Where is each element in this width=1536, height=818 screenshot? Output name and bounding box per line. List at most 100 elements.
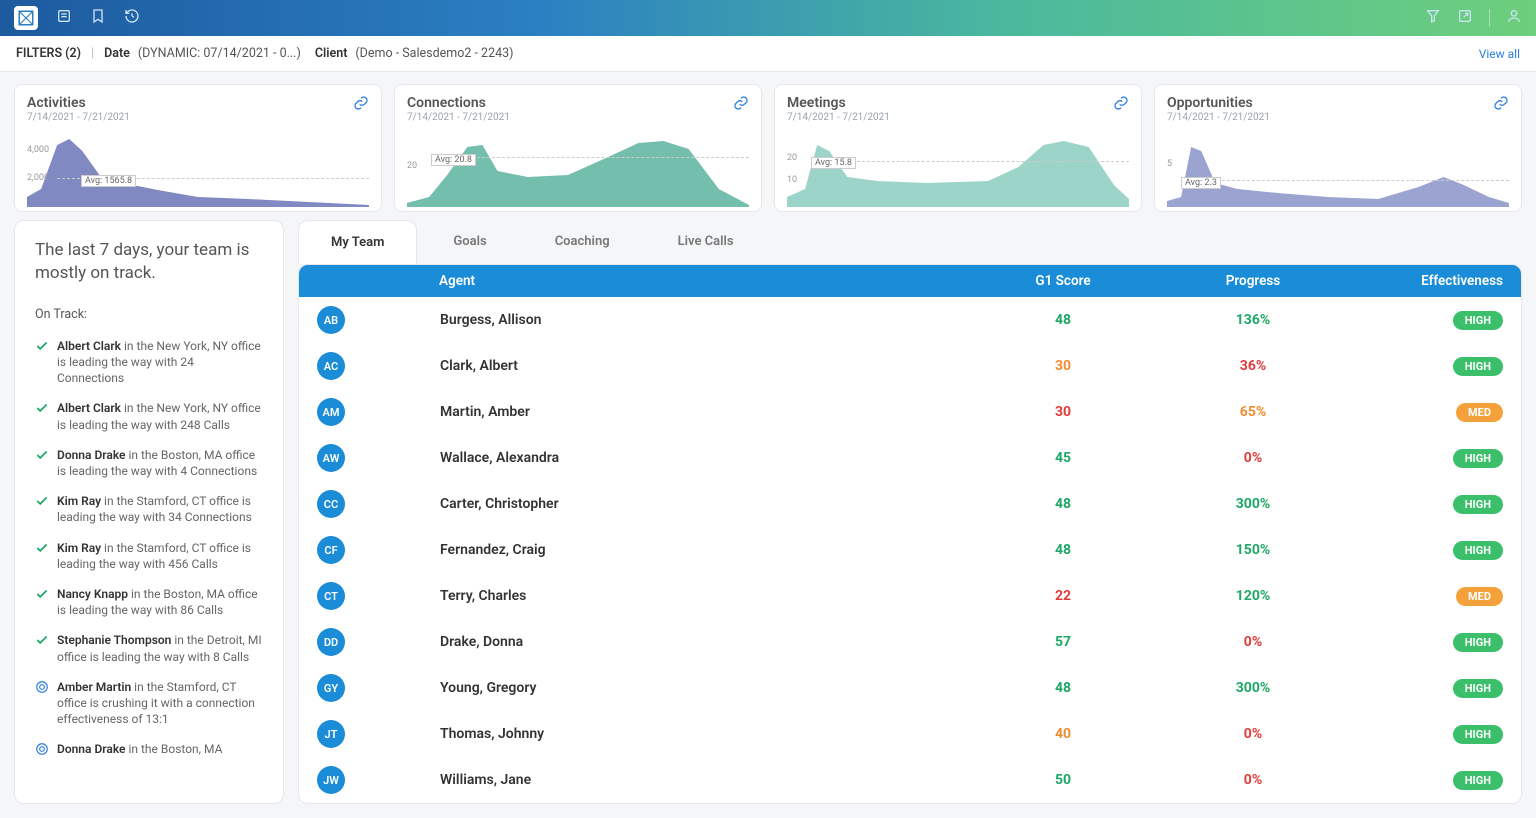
filter-client-label: Client xyxy=(315,46,348,61)
table-row[interactable]: AWWallace, Alexandra450%HIGH xyxy=(299,435,1521,481)
insight-item: Stephanie Thompson in the Detroit, MI of… xyxy=(35,626,263,672)
tab-my-team[interactable]: My Team xyxy=(298,220,417,264)
check-icon xyxy=(35,339,49,387)
chart-cards-row: Activities7/14/2021 - 7/21/20214,0002,00… xyxy=(0,72,1536,220)
link-icon[interactable] xyxy=(733,95,749,115)
check-icon xyxy=(35,494,49,525)
table-row[interactable]: CFFernandez, Craig48150%HIGH xyxy=(299,527,1521,573)
chart-card-connections[interactable]: Connections7/14/2021 - 7/21/202120Avg: 2… xyxy=(394,84,762,212)
table-row[interactable]: DDDrake, Donna570%HIGH xyxy=(299,619,1521,665)
chart-title: Opportunities xyxy=(1167,95,1509,111)
app-logo[interactable] xyxy=(14,6,38,30)
table-header: Agent G1 Score Progress Effectiveness xyxy=(299,265,1521,297)
effectiveness-badge: HIGH xyxy=(1453,541,1503,560)
agent-name: Terry, Charles xyxy=(440,588,973,604)
ontrack-label: On Track: xyxy=(35,307,263,322)
chart-title: Meetings xyxy=(787,95,1129,111)
progress-value: 120% xyxy=(1153,588,1353,604)
check-icon xyxy=(35,587,49,618)
table-row[interactable]: AM Martin, Amber3065% MED xyxy=(299,389,1521,435)
avg-label: Avg: 2.3 xyxy=(1181,177,1221,189)
filter-date-label: Date xyxy=(104,46,130,61)
avatar: AM xyxy=(317,398,345,426)
avg-label: Avg: 15.8 xyxy=(811,157,856,169)
score-value: 45 xyxy=(973,450,1153,466)
progress-value: 0% xyxy=(1153,772,1353,788)
insight-item: Kim Ray in the Stamford, CT office is le… xyxy=(35,534,263,580)
insight-item: Kim Ray in the Stamford, CT office is le… xyxy=(35,487,263,533)
progress-value: 36% xyxy=(1153,358,1353,374)
progress-value: 0% xyxy=(1153,726,1353,742)
avg-label: Avg: 1565.8 xyxy=(81,175,136,187)
effectiveness-badge: HIGH xyxy=(1453,771,1503,790)
view-all-link[interactable]: View all xyxy=(1479,47,1520,61)
filter-date-value[interactable]: (DYNAMIC: 07/14/2021 - 0...) xyxy=(138,46,301,61)
chart-card-opportunities[interactable]: Opportunities7/14/2021 - 7/21/20215Avg: … xyxy=(1154,84,1522,212)
table-row[interactable]: JWWilliams, Jane500%HIGH xyxy=(299,757,1521,803)
col-score: G1 Score xyxy=(973,273,1153,289)
agent-name: Thomas, Johnny xyxy=(440,726,973,742)
bookmark-icon[interactable] xyxy=(90,8,106,28)
link-icon[interactable] xyxy=(1493,95,1509,115)
tab-goals[interactable]: Goals xyxy=(421,220,518,264)
progress-value: 136% xyxy=(1153,312,1353,328)
agent-name: Martin, Amber xyxy=(440,404,973,420)
progress-value: 65% xyxy=(1153,404,1353,420)
score-value: 48 xyxy=(973,542,1153,558)
avatar: AC xyxy=(317,352,345,380)
agent-name: Drake, Donna xyxy=(440,634,973,650)
effectiveness-badge: HIGH xyxy=(1453,633,1503,652)
history-icon[interactable] xyxy=(124,8,140,28)
target-icon xyxy=(35,742,49,760)
effectiveness-badge: MED xyxy=(1456,403,1503,422)
filter-client-value[interactable]: (Demo - Salesdemo2 - 2243) xyxy=(355,46,513,61)
progress-value: 0% xyxy=(1153,450,1353,466)
agent-name: Young, Gregory xyxy=(440,680,973,696)
effectiveness-badge: HIGH xyxy=(1453,495,1503,514)
filter-icon[interactable] xyxy=(1425,8,1441,28)
insights-title: The last 7 days, your team is mostly on … xyxy=(35,239,263,285)
avatar: CC xyxy=(317,490,345,518)
score-value: 48 xyxy=(973,496,1153,512)
insights-card: The last 7 days, your team is mostly on … xyxy=(14,220,284,804)
table-row[interactable]: ABBurgess, Allison48136%HIGH xyxy=(299,297,1521,343)
check-icon xyxy=(35,401,49,432)
agent-name: Fernandez, Craig xyxy=(440,542,973,558)
effectiveness-badge: HIGH xyxy=(1453,725,1503,744)
avg-label: Avg: 20.8 xyxy=(431,154,476,166)
table-row[interactable]: GYYoung, Gregory48300%HIGH xyxy=(299,665,1521,711)
chart-card-activities[interactable]: Activities7/14/2021 - 7/21/20214,0002,00… xyxy=(14,84,382,212)
effectiveness-badge: HIGH xyxy=(1453,449,1503,468)
chart-date-range: 7/14/2021 - 7/21/2021 xyxy=(27,112,369,123)
agent-name: Clark, Albert xyxy=(440,358,973,374)
avatar: GY xyxy=(317,674,345,702)
agent-name: Carter, Christopher xyxy=(440,496,973,512)
list-icon[interactable] xyxy=(56,8,72,28)
score-value: 22 xyxy=(973,588,1153,604)
user-icon[interactable] xyxy=(1506,8,1522,28)
check-icon xyxy=(35,633,49,664)
table-row[interactable]: JTThomas, Johnny400%HIGH xyxy=(299,711,1521,757)
filters-label[interactable]: FILTERS (2) xyxy=(16,46,81,61)
agent-name: Wallace, Alexandra xyxy=(440,450,973,466)
insights-feed: Albert Clark in the New York, NY office … xyxy=(35,332,263,769)
check-icon xyxy=(35,541,49,572)
col-progress: Progress xyxy=(1153,273,1353,289)
tab-coaching[interactable]: Coaching xyxy=(523,220,642,264)
table-row[interactable]: CTTerry, Charles22120%MED xyxy=(299,573,1521,619)
insight-item: Donna Drake in the Boston, MA xyxy=(35,735,263,768)
effectiveness-badge: HIGH xyxy=(1453,679,1503,698)
table-row[interactable]: CCCarter, Christopher48300%HIGH xyxy=(299,481,1521,527)
avatar: DD xyxy=(317,628,345,656)
link-icon[interactable] xyxy=(1113,95,1129,115)
table-row[interactable]: ACClark, Albert3036%HIGH xyxy=(299,343,1521,389)
score-value: 30 xyxy=(973,404,1153,420)
export-icon[interactable] xyxy=(1457,8,1473,28)
col-effectiveness: Effectiveness xyxy=(1353,273,1503,289)
check-icon xyxy=(35,448,49,479)
chart-card-meetings[interactable]: Meetings7/14/2021 - 7/21/20212010Avg: 15… xyxy=(774,84,1142,212)
tab-live-calls[interactable]: Live Calls xyxy=(646,220,766,264)
progress-value: 150% xyxy=(1153,542,1353,558)
col-agent: Agent xyxy=(439,273,973,289)
link-icon[interactable] xyxy=(353,95,369,115)
